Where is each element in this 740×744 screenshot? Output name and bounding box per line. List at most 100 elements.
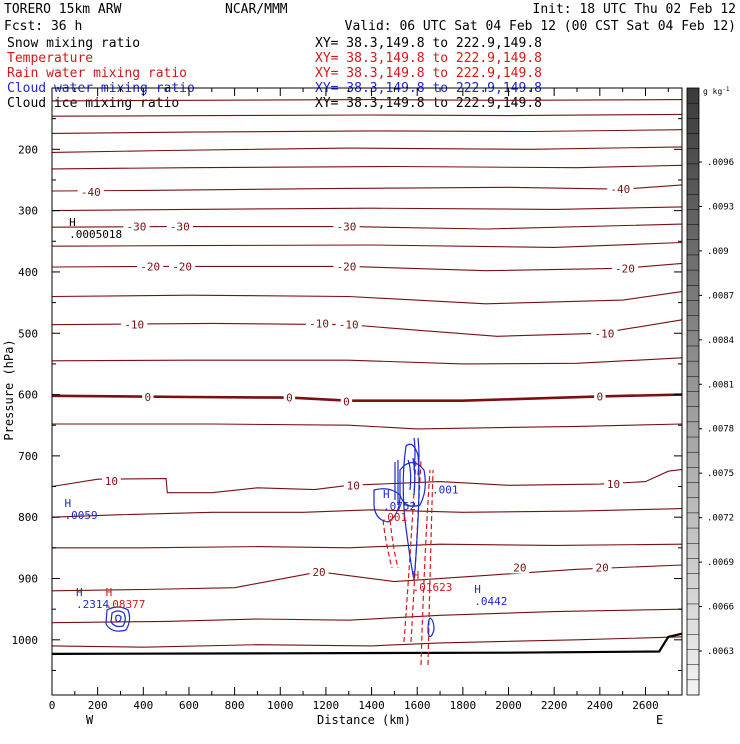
cloud-water-contour [105,606,131,632]
isotherm [51,113,683,117]
isotherm-label-bg [594,389,606,403]
cloud-water-contour [373,488,401,523]
x-tick-label: 2600 [632,699,659,712]
x-tick-label: 1600 [404,699,431,712]
ground-surface [51,632,683,655]
model-title: TORERO 15km ARW [4,2,122,17]
y-tick-label: 1000 [12,634,39,647]
isotherm-label-bg [333,259,360,273]
plot-frame [51,87,683,696]
isotherm-label: 0 [286,392,293,405]
extremum-value: .0059 [65,509,98,522]
isotherm-label-bg [510,560,530,574]
isotherm-label-bg [169,259,196,273]
isotherm-label-bg [305,316,333,330]
isotherm-label-bg [333,219,360,233]
isotherm [51,241,683,248]
isotherm-label: 0 [343,395,350,408]
isotherm [51,608,683,624]
isotherm-label: 0 [145,391,152,404]
isotherm-label: -10 [309,317,329,330]
isotherm [51,206,683,212]
isotherm [51,357,683,365]
isotherm-label-bg [123,219,150,233]
y-tick-label: 500 [18,327,38,340]
legend-label: Cloud ice mixing ratio [7,96,179,111]
isotherm-label-bg [142,390,154,404]
isotherm-label: 20 [513,561,526,574]
isotherm-label: 10 [347,479,360,492]
isotherm-label-bg [343,478,363,492]
cloud-water-contour [115,614,122,623]
y-axis-label: Pressure (hPa) [2,339,16,440]
colorbar-unit: g kg-1 [703,86,730,96]
isotherm-label-bg [166,219,193,233]
isotherm-label-bg [591,326,618,340]
extremum-mark: H [65,497,72,510]
isotherm-label-bg [340,394,353,408]
y-tick-label: 300 [18,205,38,218]
legend-label: Rain water mixing ratio [7,66,187,81]
colorbar-tick-label: .0084 [707,336,734,346]
colorbar-tick-label: .009 [707,247,729,257]
isotherm-label: -10 [594,327,614,340]
colorbar-tick-label: .0063 [707,647,734,657]
extremum-value: .001 [381,511,408,524]
y-tick-label: 600 [18,389,38,402]
isotherm-label: -30 [170,221,190,234]
isotherm-label-bg [283,390,296,404]
colorbar-tick-label: .0093 [707,202,734,212]
x-tick-label: 1000 [267,699,294,712]
colorbar-unit-exponent: -1 [722,86,730,93]
extremum-mark: H [106,586,113,599]
extremum-value: .2314 [76,598,109,611]
isotherm-label: -10 [339,319,359,332]
legend-xy: XY= 38.3,149.8 to 222.9,149.8 [315,51,542,66]
rain-contour [382,519,399,569]
legend-xy: XY= 38.3,149.8 to 222.9,149.8 [315,66,542,81]
legend-label: Snow mixing ratio [7,36,140,51]
x-tick-label: 400 [133,699,153,712]
extremum-mark: H [474,583,481,596]
legend-xy: XY= 38.3,149.8 to 222.9,149.8 [315,96,542,111]
extremum-value: .0442 [474,595,507,608]
isotherm [51,164,683,170]
isotherm [51,508,683,518]
y-tick-label: 200 [18,143,38,156]
isotherm [51,129,683,134]
isotherm-label-bg [77,185,104,199]
isotherm-label: -40 [610,183,630,196]
extremum-value: .0005018 [69,228,122,241]
isotherm-label-bg [121,317,148,331]
isotherm-label-bg [604,477,623,491]
cloud-water-contour [427,617,435,638]
isotherm [51,564,683,592]
x-tick-label: 600 [179,699,199,712]
isotherm-label-bg [309,564,329,578]
isotherm-label: -30 [127,221,147,234]
legend-label: Temperature [7,51,93,66]
legend-xy: XY= 38.3,149.8 to 222.9,149.8 [315,36,542,51]
colorbar-tick-label: .0096 [707,158,734,168]
forecast-hour: Fcst: 36 h [4,19,82,34]
isotherm-label: -20 [172,260,192,273]
cloud-water-contour [399,461,426,507]
y-tick-label: 700 [18,450,38,463]
colorbar-tick-label: .0081 [707,380,734,390]
x-tick-label: 1400 [358,699,385,712]
isotherm-label: -20 [140,260,160,273]
isotherm [51,636,683,648]
isotherm-label: -40 [81,186,101,199]
valid-time: Valid: 06 UTC Sat 04 Feb 12 (00 CST Sat … [345,19,736,34]
cloud-water-contour [394,460,399,505]
isotherm-label: -20 [615,262,635,275]
isotherm [51,184,683,192]
extremum-mark: H [69,216,76,229]
x-tick-label: 2200 [541,699,568,712]
isotherm-label: -10 [124,319,144,332]
colorbar-tick-label: .0087 [707,291,734,301]
x-tick-label: 0 [49,699,56,712]
west-end-label: W [86,713,94,727]
x-axis-label: Distance (km) [317,713,411,727]
